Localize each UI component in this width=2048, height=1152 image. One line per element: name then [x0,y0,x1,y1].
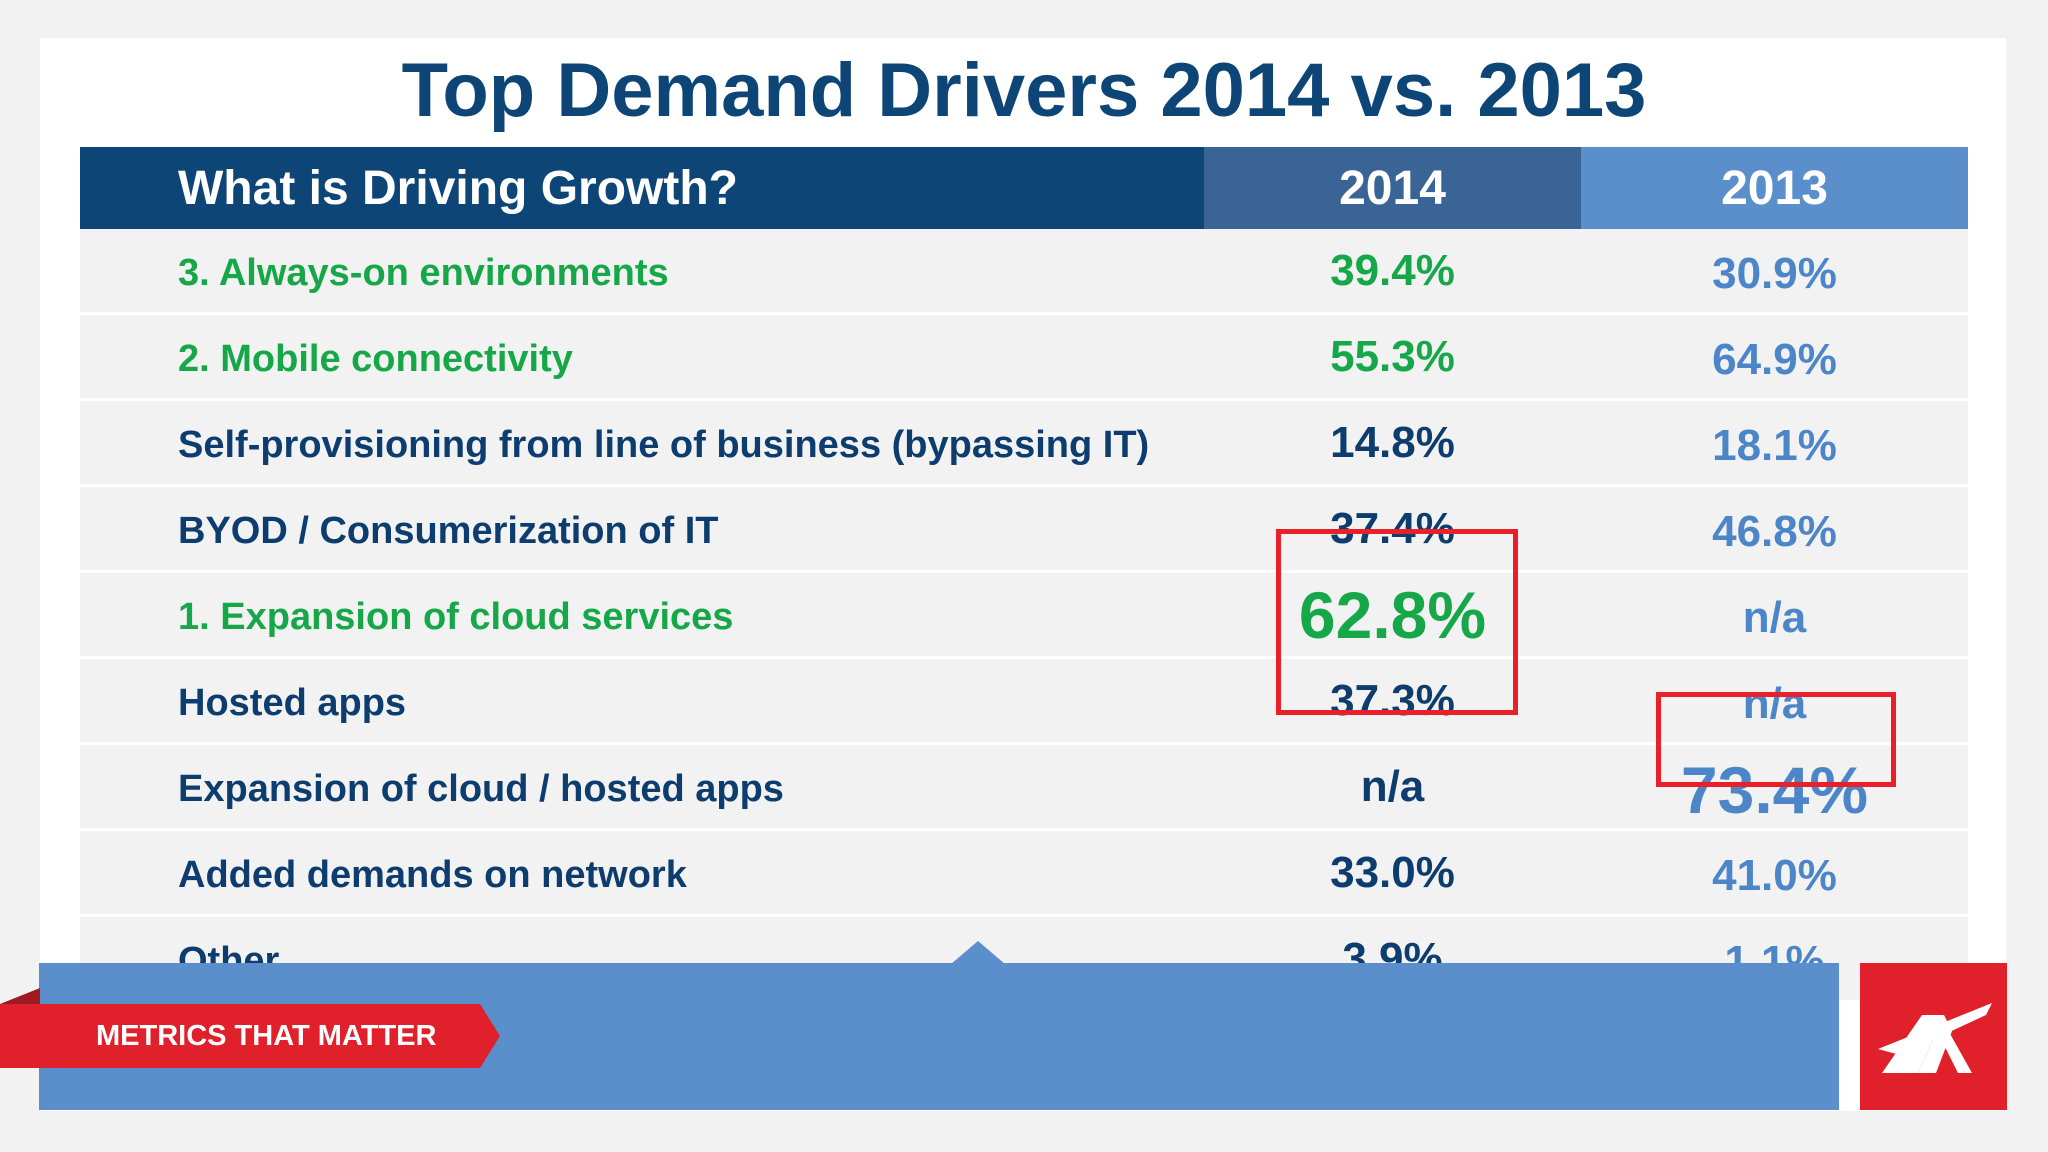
metrics-ribbon [0,1004,500,1068]
value-2014: 55.3% [1204,313,1581,401]
highlight-box-2013 [1656,692,1896,787]
value-2013: 64.9% [1581,313,1968,401]
value-2013: 41.0% [1581,829,1968,917]
table-row: 2. Mobile connectivity 55.3% 64.9% [80,313,1968,401]
drivers-table: What is Driving Growth? 2014 2013 3. Alw… [80,147,1968,1003]
row-label: 2. Mobile connectivity [80,313,1204,401]
stylized-a-star-logo-icon [1878,1003,1992,1073]
column-header-2014: 2014 [1204,147,1581,229]
table-row: Expansion of cloud / hosted apps n/a 73.4% [80,743,1968,831]
value-2013: n/a [1581,571,1968,659]
row-label: Added demands on network [80,829,1204,917]
column-header-label: What is Driving Growth? [80,147,1204,229]
row-label: Hosted apps [80,657,1204,745]
table-row: 3. Always-on environments 39.4% 30.9% [80,229,1968,315]
value-2014: 39.4% [1204,229,1581,315]
row-label: BYOD / Consumerization of IT [80,485,1204,573]
table-row: 1. Expansion of cloud services 62.8% n/a [80,571,1968,659]
value-2013: 46.8% [1581,485,1968,573]
chart-title: Top Demand Drivers 2014 vs. 2013 [401,48,1647,133]
value-2014: n/a [1204,743,1581,831]
banner-notch [951,941,1005,964]
table-row: Hosted apps 37.3% n/a [80,657,1968,745]
value-2013: 30.9% [1581,229,1968,315]
highlight-box-2014 [1276,529,1518,715]
table-row: BYOD / Consumerization of IT 37.4% 46.8% [80,485,1968,573]
value-2014: 37.4% [1204,485,1581,573]
column-header-2013: 2013 [1581,147,1968,229]
value-2014: 33.0% [1204,829,1581,917]
ribbon-fold [0,988,40,1004]
value-2014: 37.3% [1204,657,1581,745]
value-2013: 18.1% [1581,399,1968,487]
row-label: 1. Expansion of cloud services [80,571,1204,659]
brand-logo [1860,963,2007,1110]
value-2013: n/a [1581,657,1968,745]
ribbon-label: METRICS THAT MATTER [96,1020,437,1052]
row-label: Expansion of cloud / hosted apps [80,743,1204,831]
table-header-row: What is Driving Growth? 2014 2013 [80,147,1968,229]
value-2014: 14.8% [1204,399,1581,487]
row-label: 3. Always-on environments [80,229,1204,315]
table-row: Added demands on network 33.0% 41.0% [80,829,1968,917]
row-label: Self-provisioning from line of business … [80,399,1204,487]
table-row: Self-provisioning from line of business … [80,399,1968,487]
value-2014: 62.8% [1204,571,1581,659]
value-2013: 73.4% [1581,743,1968,831]
